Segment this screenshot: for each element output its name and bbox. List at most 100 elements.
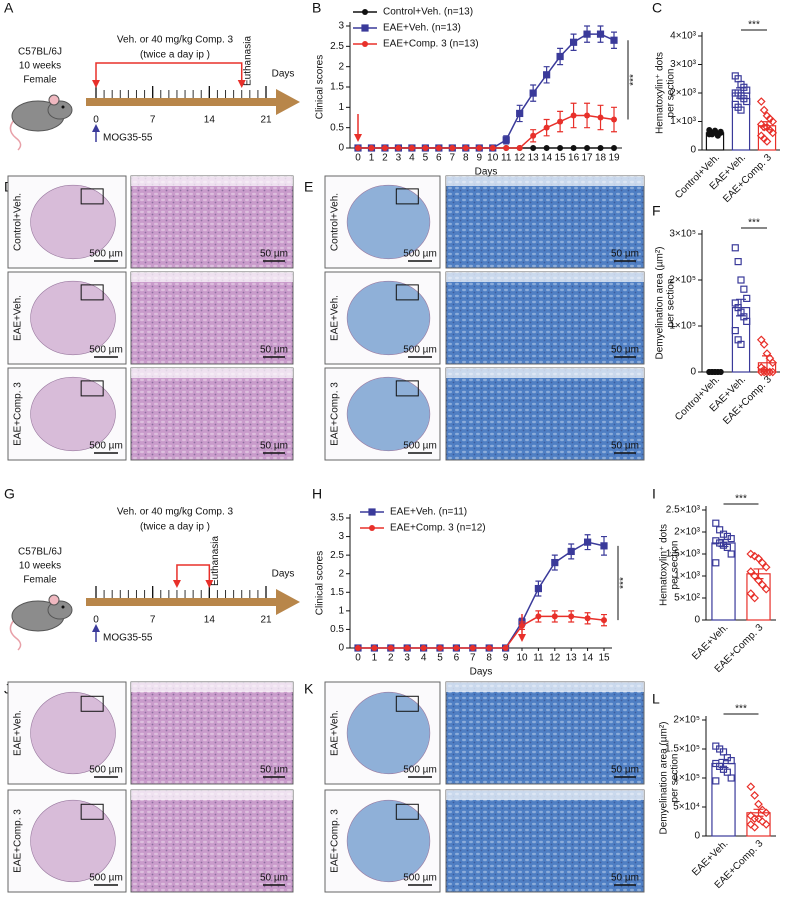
y-tick-label: 4×10³ xyxy=(670,31,697,42)
data-point xyxy=(551,613,558,620)
scale-bar-label: 50 µm xyxy=(260,345,288,356)
data-point xyxy=(768,358,778,368)
data-point xyxy=(381,145,388,151)
scale-bar-label: 50 µm xyxy=(611,873,639,884)
euthanasia-label: Euthanasia xyxy=(242,36,253,86)
schedule-label: (twice a day ip ) xyxy=(140,50,210,61)
data-point xyxy=(712,537,720,545)
x-tick-label: 12 xyxy=(514,153,526,164)
inset-box xyxy=(80,803,104,820)
inset-box xyxy=(80,695,104,712)
panel-label: A xyxy=(4,0,14,16)
data-point xyxy=(759,122,769,132)
data-point xyxy=(768,128,778,138)
x-tick-label: 4 xyxy=(409,153,415,164)
data-point xyxy=(408,145,415,151)
data-point xyxy=(727,534,735,543)
data-point xyxy=(731,244,739,252)
inset-box xyxy=(395,188,419,205)
treatment-label: Veh. or 40 mg/kg Comp. 3 xyxy=(117,507,234,518)
data-point xyxy=(754,799,763,809)
data-point xyxy=(768,117,778,126)
y-axis-label: per section xyxy=(670,754,681,803)
treatment-arrowhead xyxy=(237,80,246,88)
x-tick-label: 1 xyxy=(372,653,378,664)
row-label: EAE+Comp. 3 xyxy=(13,809,24,873)
y-tick-label: 0.5 xyxy=(330,122,344,133)
data-point xyxy=(584,145,591,151)
panel-label: G xyxy=(4,486,15,502)
timeline-tick-label: 0 xyxy=(93,115,99,126)
y-tick-label: 0 xyxy=(338,143,344,154)
y-tick-label: 3.5 xyxy=(330,513,344,524)
scale-bar-label: 500 µm xyxy=(403,345,437,356)
x-axis-label: Days xyxy=(470,667,493,678)
timeline-tick-label: 7 xyxy=(150,115,156,126)
timeline-tick-label: 0 xyxy=(93,615,99,626)
significance-label: *** xyxy=(748,20,760,31)
mouse-ear xyxy=(48,594,60,606)
x-tick-label: 6 xyxy=(436,153,442,164)
x-tick-label: 5 xyxy=(437,653,443,664)
data-point xyxy=(761,808,771,818)
data-point xyxy=(387,645,394,651)
high-mag-texture xyxy=(131,790,293,892)
inset-box xyxy=(395,803,419,820)
mouse-tail xyxy=(9,119,22,151)
spinal-cord-section xyxy=(346,691,431,775)
data-point xyxy=(584,615,591,622)
data-point xyxy=(583,30,591,38)
data-point xyxy=(529,89,537,97)
y-tick-label: 1×10³ xyxy=(674,571,701,582)
data-point xyxy=(746,589,756,598)
y-tick-label: 2×10³ xyxy=(674,527,701,538)
high-mag-edge xyxy=(446,790,644,800)
series-line xyxy=(358,541,605,649)
x-tick-label: 7 xyxy=(470,653,476,664)
y-tick-label: 1.5 xyxy=(330,587,344,598)
x-tick-label: 17 xyxy=(581,153,593,164)
row-label: Control+Veh. xyxy=(13,193,24,251)
scale-bar-label: 50 µm xyxy=(260,765,288,776)
inset-box xyxy=(80,380,104,397)
x-tick-label: 0 xyxy=(355,153,361,164)
data-point xyxy=(756,367,766,377)
y-tick-label: 2×10³ xyxy=(670,88,697,99)
scale-bar-label: 50 µm xyxy=(260,441,288,452)
row-label: EAE+Comp. 3 xyxy=(13,382,24,446)
scale-bar-label: 500 µm xyxy=(89,441,123,452)
timeline-tick-label: 21 xyxy=(260,115,272,126)
x-tick-label: 14 xyxy=(541,153,553,164)
treatment-arrowhead xyxy=(518,634,526,642)
mouse-tail xyxy=(9,619,22,651)
x-tick-label: 15 xyxy=(555,153,567,164)
high-mag-edge xyxy=(131,368,293,378)
treatment-arrowhead xyxy=(354,134,362,142)
data-point xyxy=(750,791,759,800)
data-point xyxy=(583,538,592,546)
data-point xyxy=(570,145,577,151)
y-tick-label: 2×10⁵ xyxy=(673,715,700,726)
x-tick-label: 8 xyxy=(463,153,469,164)
data-point xyxy=(759,367,769,377)
data-point xyxy=(596,30,605,38)
data-point xyxy=(743,294,751,302)
y-axis-label: Demyelination area (µm²) xyxy=(659,721,670,834)
timeline-tick-label: 14 xyxy=(204,615,216,626)
row-label: Control+Veh. xyxy=(330,193,341,251)
induction-arrowhead xyxy=(92,124,100,132)
data-point xyxy=(535,613,542,620)
data-point xyxy=(371,645,378,651)
legend-label: EAE+Veh. (n=11) xyxy=(390,507,467,518)
data-point xyxy=(754,814,763,823)
y-tick-label: 1 xyxy=(338,102,344,113)
data-point xyxy=(462,145,469,151)
data-point xyxy=(557,145,564,151)
high-mag-texture xyxy=(446,682,644,784)
x-tick-label: 4 xyxy=(421,653,427,664)
data-point xyxy=(743,86,751,94)
data-point xyxy=(404,645,411,651)
data-point xyxy=(750,822,759,832)
data-point xyxy=(746,549,756,559)
